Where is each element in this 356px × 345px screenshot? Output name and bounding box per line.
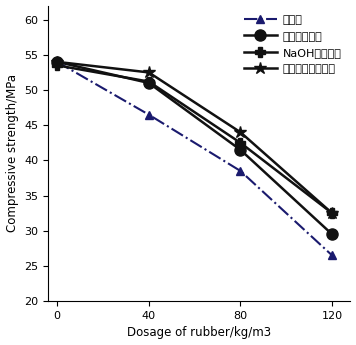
未改性	[55, 60, 59, 64]
X-axis label: Dosage of rubber/kg/m3: Dosage of rubber/kg/m3	[127, 326, 271, 339]
无水乙醇改性	[330, 232, 334, 236]
酸性高锰酸钾改性	[147, 70, 151, 75]
未改性	[147, 112, 151, 117]
NaOH溶液改性	[147, 79, 151, 83]
未改性	[238, 169, 242, 173]
Line: 酸性高锰酸钾改性: 酸性高锰酸钾改性	[51, 56, 338, 219]
NaOH溶液改性	[55, 63, 59, 68]
Line: 无水乙醇改性: 无水乙醇改性	[52, 56, 338, 240]
未改性	[330, 253, 334, 257]
Line: 未改性: 未改性	[53, 58, 336, 259]
NaOH溶液改性	[238, 141, 242, 145]
酸性高锰酸钾改性	[238, 130, 242, 134]
无水乙醇改性	[55, 60, 59, 64]
酸性高锰酸钾改性	[55, 60, 59, 64]
无水乙醇改性	[147, 81, 151, 85]
Y-axis label: Compressive strength/MPa: Compressive strength/MPa	[6, 75, 19, 233]
Legend: 未改性, 无水乙醇改性, NaOH溶液改性, 酸性高锰酸钾改性: 未改性, 无水乙醇改性, NaOH溶液改性, 酸性高锰酸钾改性	[240, 11, 345, 78]
无水乙醇改性	[238, 148, 242, 152]
酸性高锰酸钾改性	[330, 211, 334, 215]
Line: NaOH溶液改性: NaOH溶液改性	[52, 60, 337, 218]
NaOH溶液改性	[330, 211, 334, 215]
